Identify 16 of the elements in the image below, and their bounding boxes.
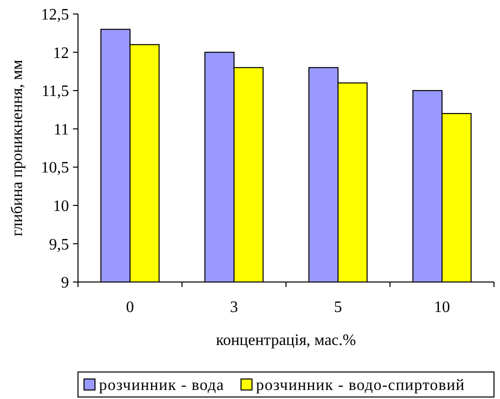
x-tick-label: 0 — [126, 299, 134, 316]
x-tick-label: 5 — [334, 299, 342, 316]
y-tick-label: 12,5 — [41, 6, 69, 24]
x-tick-label: 10 — [434, 299, 450, 316]
y-tick-label: 9 — [61, 274, 69, 292]
y-axis-title: глибина проникнення, мм — [9, 60, 26, 236]
x-tick-label: 3 — [230, 299, 238, 316]
y-tick-label: 11,5 — [42, 83, 69, 100]
x-axis-title: концентрація, мас.% — [216, 332, 356, 349]
y-tick-label: 9,5 — [49, 236, 69, 254]
legend-label: розчинник - водо-спиртовий — [256, 377, 465, 394]
y-tick-label: 10 — [53, 198, 69, 216]
legend-label: розчинник - вода — [99, 377, 224, 394]
y-tick-label: 12 — [53, 44, 69, 62]
y-tick-label: 10,5 — [41, 160, 69, 177]
y-tick-label: 11 — [54, 121, 69, 138]
